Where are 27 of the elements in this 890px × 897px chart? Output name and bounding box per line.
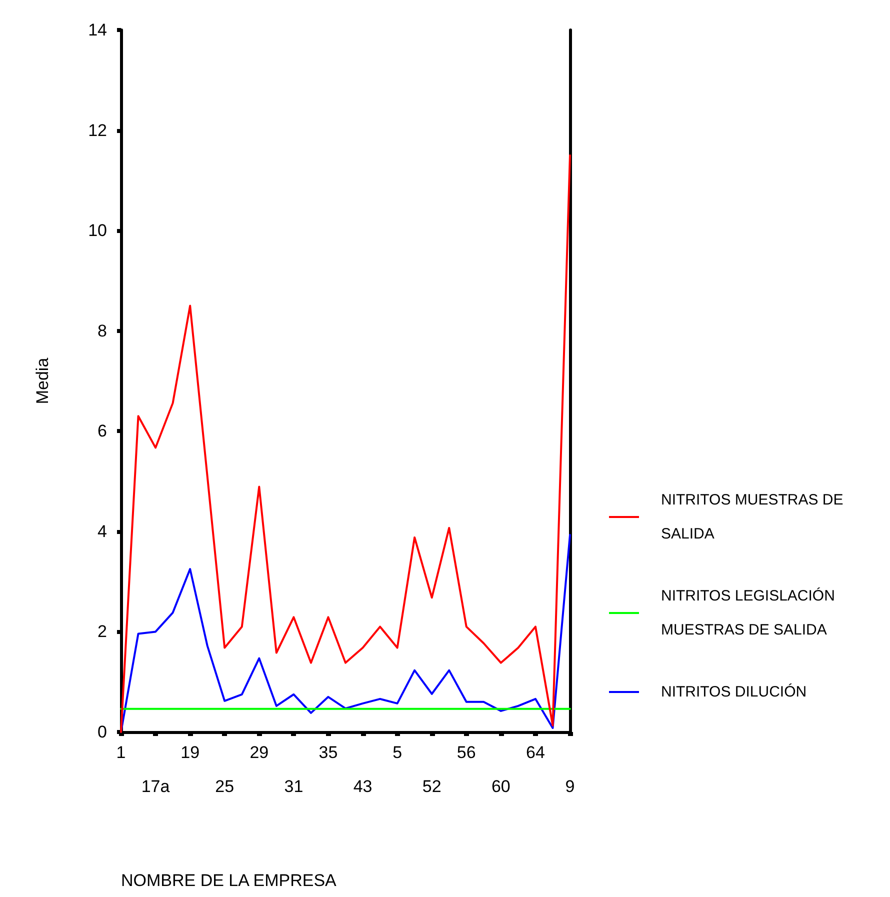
x-tick-label: 9 <box>565 777 575 796</box>
x-tick-label: 5 <box>392 743 402 762</box>
y-axis-title: Media <box>33 357 52 404</box>
legend-label: NITRITOS MUESTRAS DE SALIDA <box>661 492 848 542</box>
x-tick-label: 17a <box>141 777 170 796</box>
y-tick-label: 8 <box>98 321 107 340</box>
x-tick-label: 43 <box>353 777 372 796</box>
legend-label: NITRITOS DILUCIÓN <box>661 682 807 700</box>
y-tick-label: 0 <box>98 722 107 742</box>
y-tick-label: 4 <box>98 522 107 541</box>
x-tick-label: 56 <box>456 743 476 762</box>
legend-label: NITRITOS LEGISLACIÓN MUESTRAS DE SALIDA <box>661 586 840 638</box>
y-tick-label: 10 <box>88 221 107 240</box>
y-tick-label: 14 <box>88 20 107 40</box>
y-tick-label: 6 <box>98 422 107 441</box>
x-tick-label: 19 <box>180 743 200 762</box>
y-tick-label: 2 <box>98 622 107 642</box>
x-tick-label: 25 <box>215 777 234 796</box>
x-tick-label: 52 <box>422 777 442 796</box>
x-axis-title: NOMBRE DE LA EMPRESA <box>121 871 338 890</box>
x-tick-label: 35 <box>318 743 338 762</box>
x-tick-label: 31 <box>284 777 304 796</box>
x-tick-label: 60 <box>491 777 510 796</box>
x-tick-label: 64 <box>526 743 545 762</box>
y-tick-label: 12 <box>88 120 107 140</box>
x-tick-label: 1 <box>116 743 126 762</box>
x-tick-label: 29 <box>250 743 269 762</box>
